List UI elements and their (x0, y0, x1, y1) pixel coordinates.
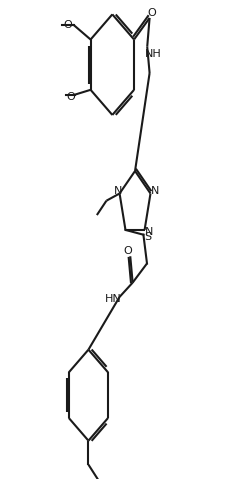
Text: O: O (148, 8, 156, 18)
Text: N: N (114, 186, 123, 196)
Text: O: O (64, 20, 72, 30)
Text: N: N (151, 186, 159, 196)
Text: NH: NH (145, 49, 162, 59)
Text: O: O (124, 246, 132, 255)
Text: O: O (66, 92, 75, 102)
Text: N: N (145, 228, 153, 237)
Text: S: S (144, 232, 151, 242)
Text: HN: HN (105, 295, 122, 304)
